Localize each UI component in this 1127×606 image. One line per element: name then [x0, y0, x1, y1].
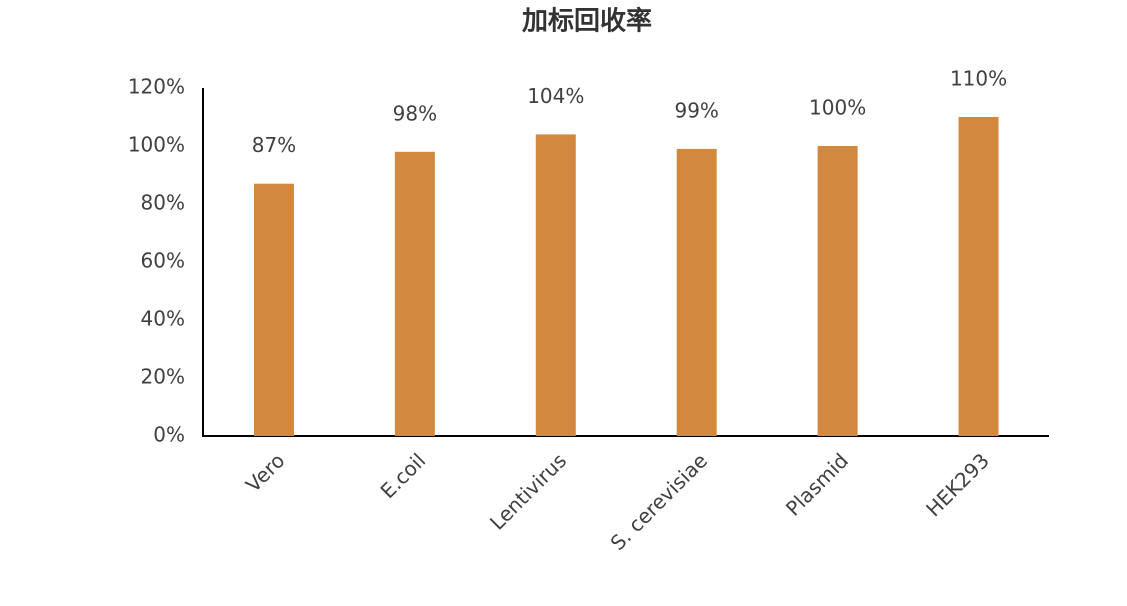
- y-tick-label: 20%: [141, 365, 185, 389]
- bar: [535, 134, 576, 436]
- bar: [253, 183, 294, 436]
- bar: [958, 117, 999, 436]
- data-label: 87%: [252, 133, 296, 157]
- y-tick-label: 0%: [153, 423, 185, 447]
- x-tick-label: S. cerevisiae: [606, 448, 713, 555]
- y-tick-label: 40%: [141, 307, 185, 331]
- x-tick-label: Lentivirus: [485, 448, 571, 534]
- data-label: 98%: [393, 101, 437, 125]
- data-label: 110%: [950, 67, 1007, 91]
- data-label: 100%: [809, 96, 866, 120]
- bar: [676, 148, 717, 436]
- bar: [394, 151, 435, 437]
- x-tick-label: HEK293: [921, 448, 994, 521]
- bar: [817, 146, 858, 436]
- data-label: 104%: [527, 84, 584, 108]
- chart-title: 加标回收率: [522, 6, 652, 37]
- y-tick-label: 120%: [128, 75, 185, 99]
- data-label: 99%: [674, 98, 718, 122]
- y-tick-label: 80%: [141, 191, 185, 215]
- x-tick-label: E.coil: [376, 448, 431, 503]
- y-tick-label: 60%: [141, 249, 185, 273]
- y-tick-label: 100%: [128, 133, 185, 157]
- x-tick-label: Vero: [241, 448, 289, 496]
- x-tick-label: Plasmid: [781, 448, 853, 520]
